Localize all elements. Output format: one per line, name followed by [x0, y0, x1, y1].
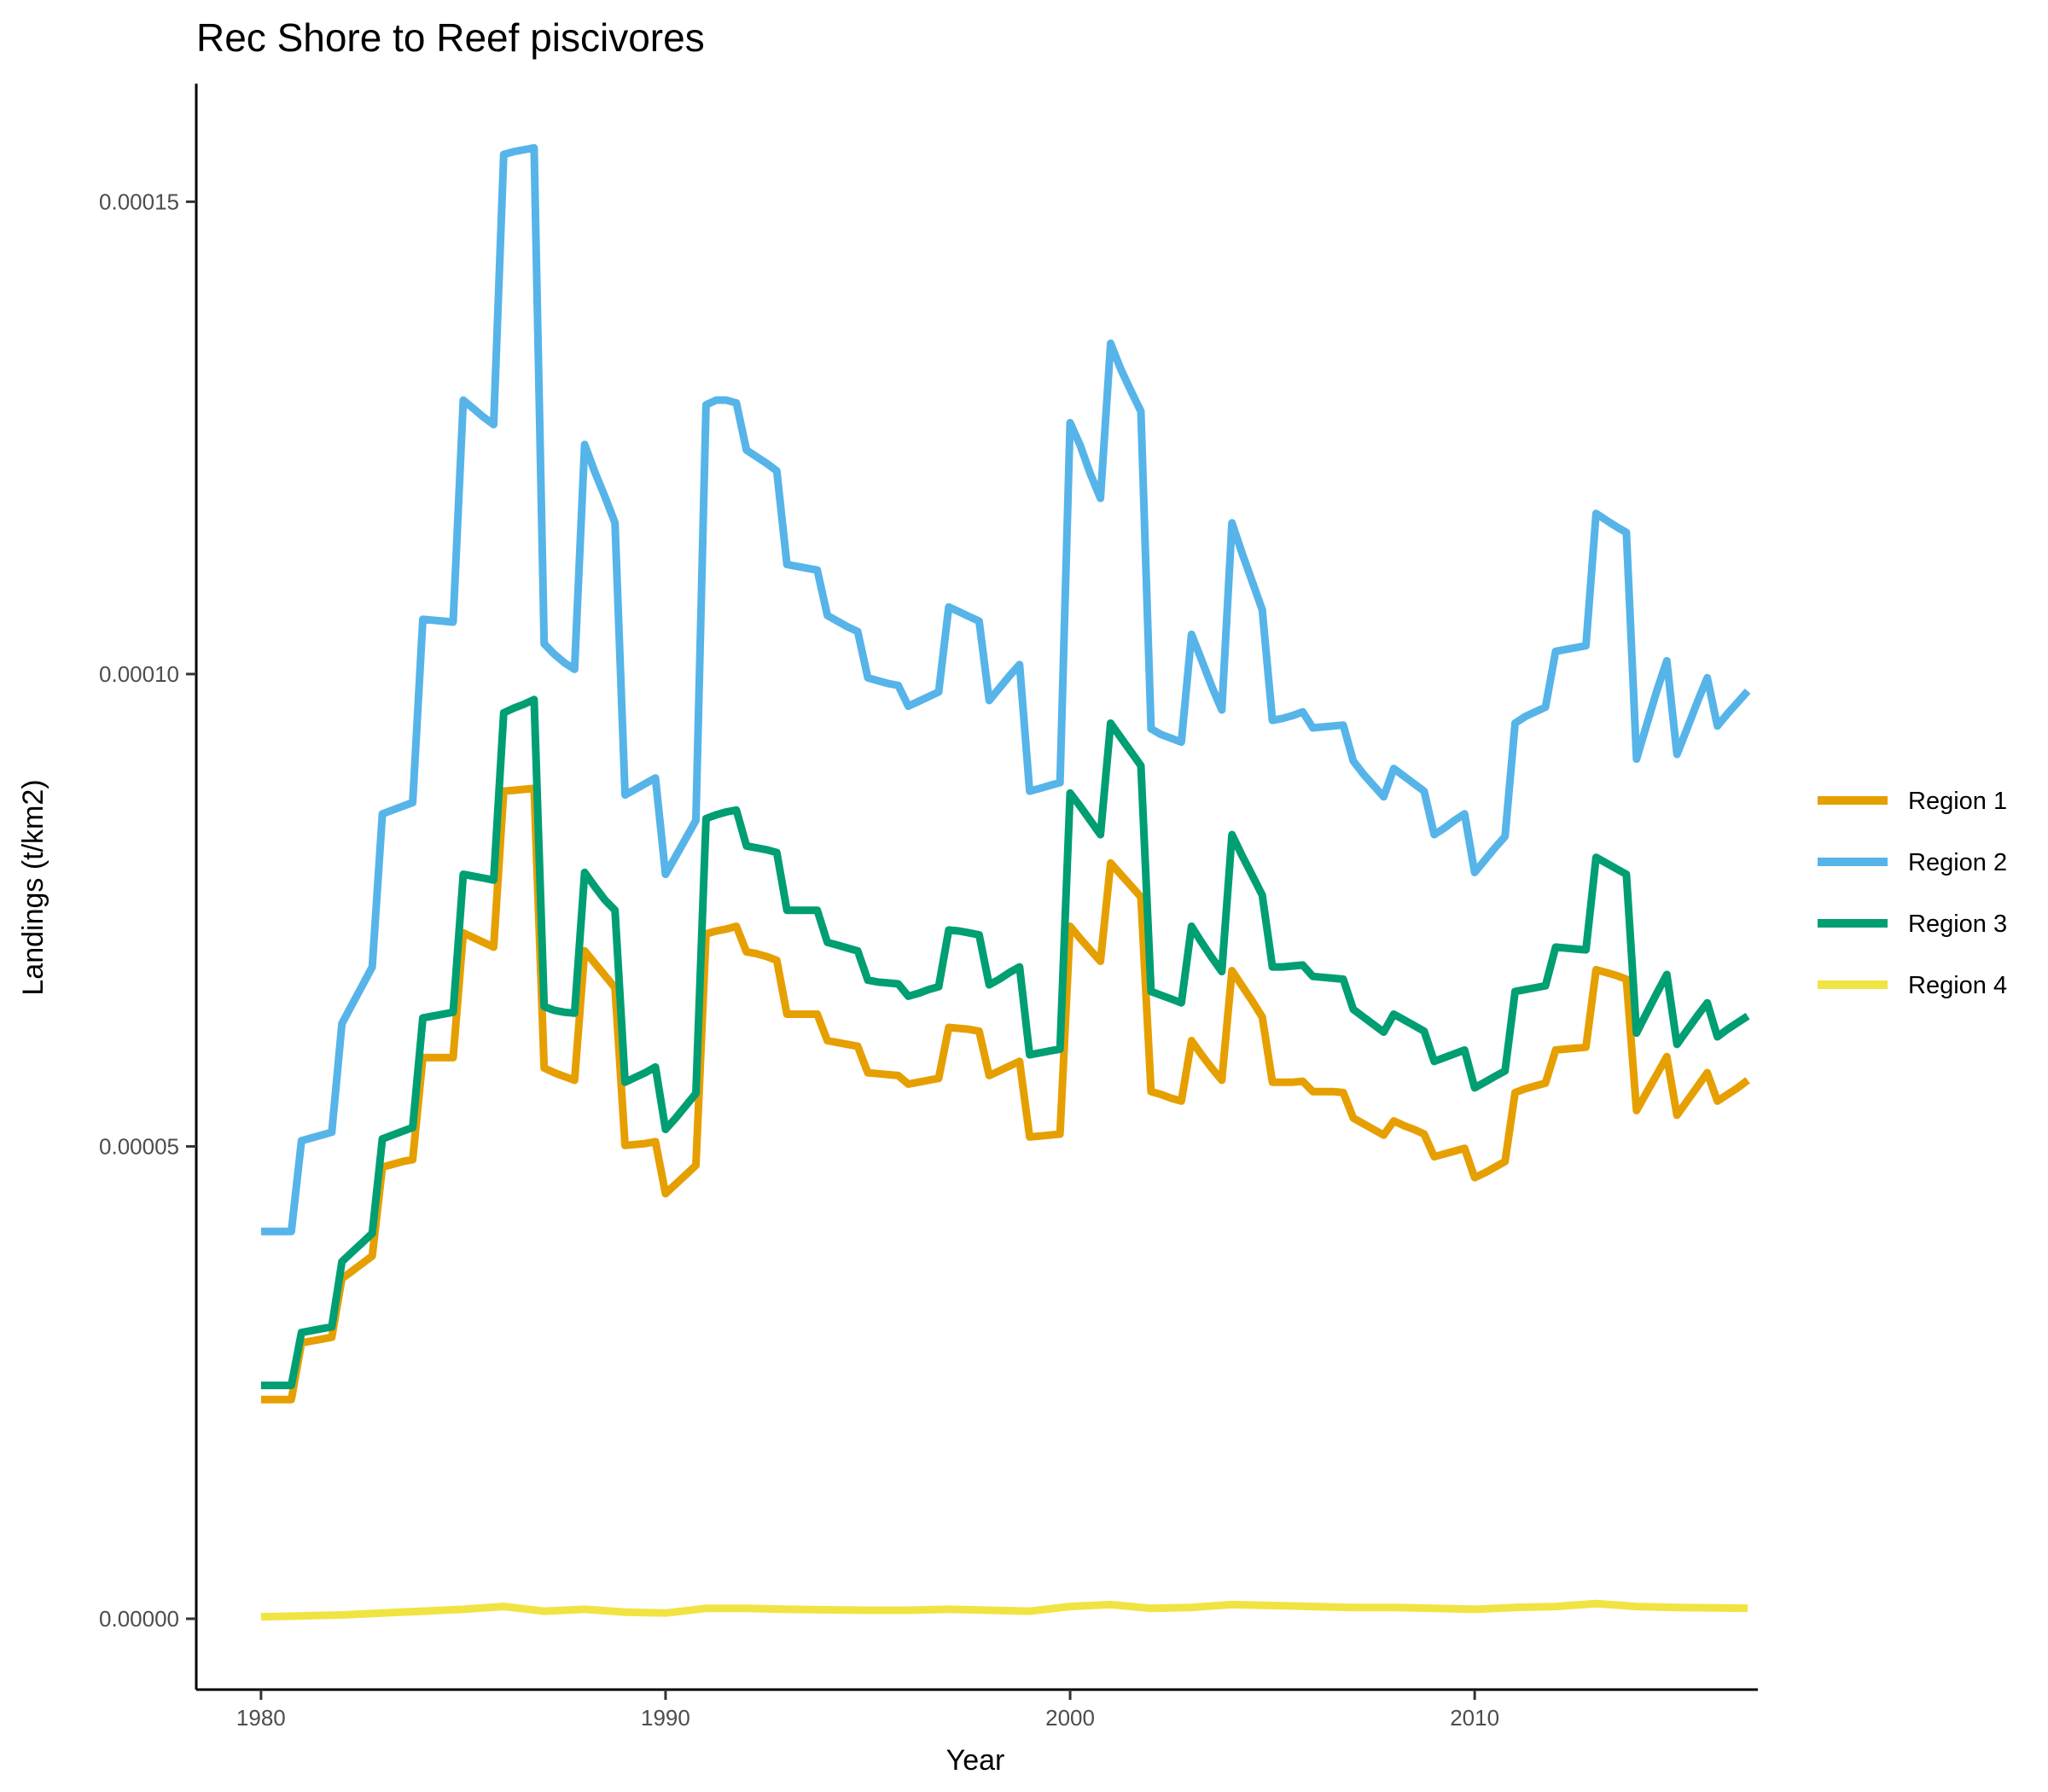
y-tick-label: 0.00015	[99, 189, 179, 214]
y-axis-ticks: 0.00000 0.00005 0.00010 0.00015	[99, 189, 196, 1632]
x-axis-ticks: 1980 1990 2000 2010	[236, 1690, 1499, 1731]
x-tick-label: 2000	[1045, 1705, 1095, 1731]
series-line-region-3	[260, 695, 1750, 1389]
series-line-region-1	[260, 784, 1750, 1404]
chart-title: Rec Shore to Reef piscivores	[196, 15, 705, 60]
y-tick-label: 0.00010	[99, 661, 179, 687]
series-line-region-4	[260, 1599, 1748, 1621]
legend-label-region-4: Region 4	[1908, 972, 2007, 999]
series-layer	[260, 143, 1751, 1621]
y-axis-title: Landings (t/km2)	[17, 779, 49, 995]
legend-label-region-3: Region 3	[1908, 911, 2007, 938]
x-tick-label: 1990	[641, 1705, 690, 1731]
legend-label-region-2: Region 2	[1908, 849, 2007, 876]
y-tick-label: 0.00005	[99, 1133, 179, 1159]
x-tick-label: 1980	[236, 1705, 286, 1731]
x-axis-title: Year	[946, 1744, 1005, 1777]
series-line-region-2	[260, 143, 1751, 1236]
legend-label-region-1: Region 1	[1908, 788, 2007, 815]
x-tick-label: 2010	[1450, 1705, 1499, 1731]
y-tick-label: 0.00000	[99, 1606, 179, 1632]
legend: Region 1 Region 2 Region 3 Region 4	[1818, 788, 2007, 999]
